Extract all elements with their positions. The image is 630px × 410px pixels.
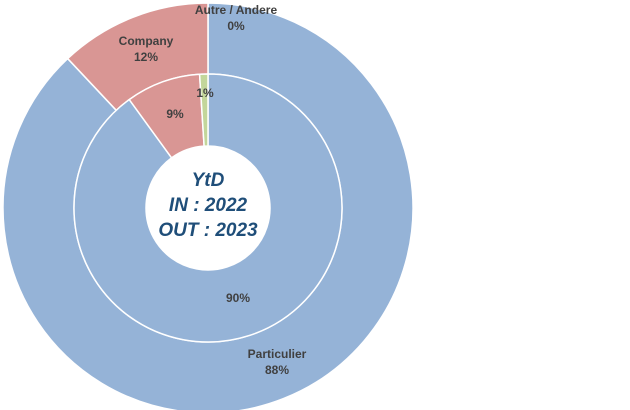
center-label: YtD IN : 2022 OUT : 2023 (128, 168, 288, 243)
center-label-line-1: YtD (191, 170, 225, 191)
inner-label-company: 9% (166, 107, 184, 121)
inner-label-autre-andere: 1% (196, 86, 214, 100)
data-labels: Particulier 88% Company 12% Autre / Andere 0%… (119, 3, 307, 377)
center-hole (146, 146, 270, 270)
center-label-line-2: IN : 2022 (168, 195, 248, 216)
center-label-line-3: OUT : 2023 (158, 220, 258, 241)
outer-label-particulier: Particulier 88% (248, 347, 307, 377)
inner-label-particulier: 90% (226, 291, 250, 305)
outer-label-company: Company 12% (119, 34, 174, 64)
outer-label-autre-andere: Autre / Andere 0% (195, 3, 278, 33)
